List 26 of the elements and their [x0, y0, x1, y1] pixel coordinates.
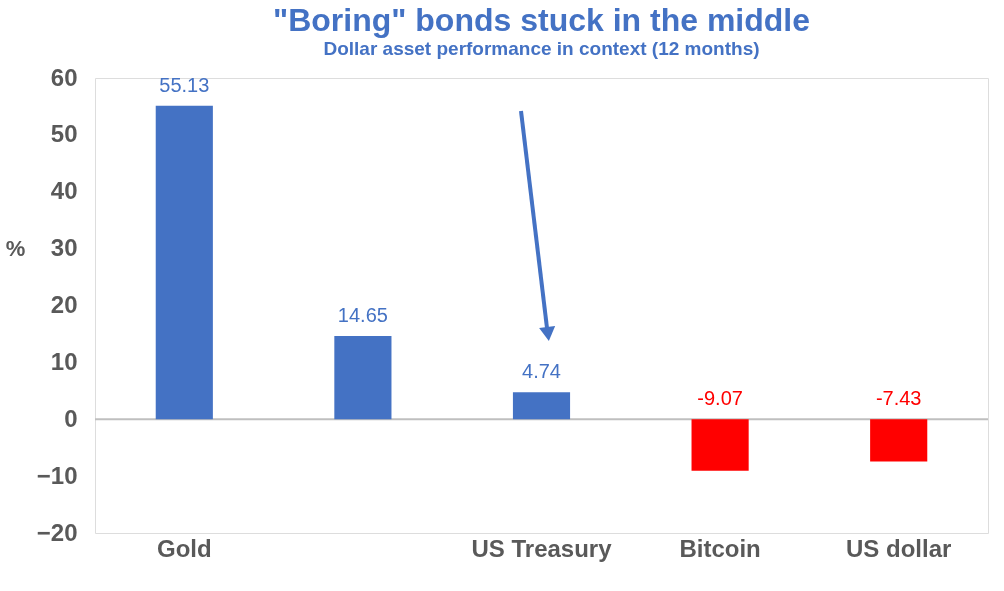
x-tick-label: Bitcoin: [679, 534, 761, 562]
bar: [691, 419, 749, 471]
y-tick-label: 0: [64, 404, 78, 432]
data-label: -7.43: [875, 387, 922, 410]
y-tick-label: 30: [50, 234, 78, 262]
bar: [155, 105, 213, 420]
y-tick-label: −10: [36, 461, 78, 489]
x-tick-label: Gold: [156, 534, 212, 562]
x-tick-label: US dollar: [846, 534, 952, 562]
x-tick-label: US Treasury: [471, 534, 613, 562]
y-tick-label: 60: [50, 63, 78, 91]
y-tick-label: 40: [50, 177, 78, 205]
y-tick-label: 10: [50, 347, 78, 375]
bar: [870, 419, 928, 462]
y-axis-title: %: [5, 235, 26, 261]
chart-subtitle: Dollar asset performance in context (12 months): [323, 38, 760, 59]
y-tick-label: 20: [50, 291, 78, 318]
data-label: 55.13: [159, 73, 210, 96]
bar: [334, 335, 392, 420]
data-label: -9.07: [697, 387, 743, 410]
y-tick-label: −20: [36, 518, 78, 546]
data-label: 14.65: [337, 303, 388, 326]
bar: [512, 392, 571, 420]
y-tick-label: 50: [50, 120, 78, 148]
chart-title: "Boring" bonds stuck in the middle: [272, 2, 811, 38]
data-label: 4.74: [522, 360, 561, 383]
